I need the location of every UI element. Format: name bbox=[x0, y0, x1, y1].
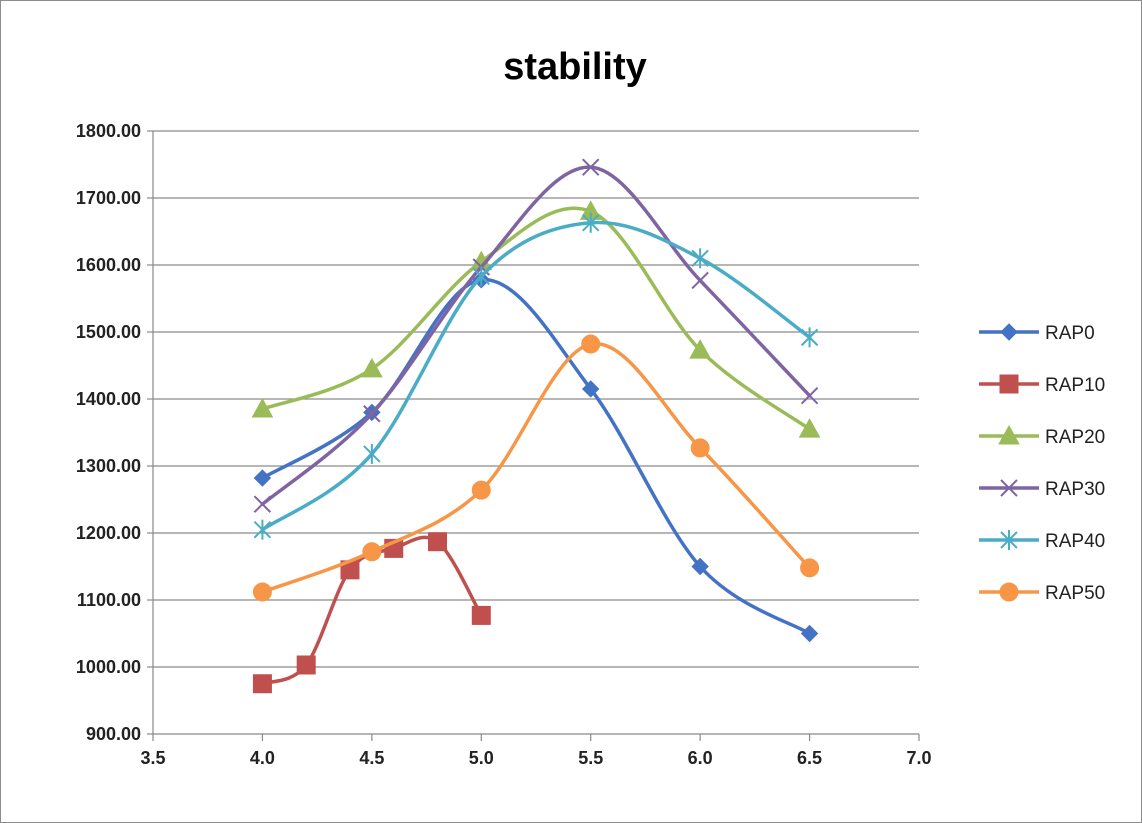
legend-item: RAP0 bbox=[979, 323, 1095, 344]
data-point bbox=[798, 418, 821, 438]
y-tick-label: 900.00 bbox=[86, 724, 141, 744]
data-point bbox=[471, 480, 491, 500]
data-point bbox=[472, 266, 490, 287]
data-point bbox=[800, 327, 819, 348]
legend-item: RAP10 bbox=[979, 374, 1105, 396]
data-point bbox=[581, 334, 601, 354]
legend-label: RAP40 bbox=[1045, 531, 1105, 552]
data-point bbox=[800, 624, 819, 643]
data-point bbox=[252, 674, 272, 694]
data-point bbox=[251, 398, 274, 418]
data-point bbox=[363, 443, 381, 464]
y-tick-label: 1300.00 bbox=[76, 456, 141, 476]
y-tick-label: 1700.00 bbox=[76, 188, 141, 208]
series-line bbox=[260, 341, 812, 594]
x-tick-label: 5.0 bbox=[469, 748, 494, 768]
data-point bbox=[582, 158, 600, 176]
series-rap20 bbox=[251, 200, 821, 438]
data-point bbox=[582, 212, 600, 233]
series-rap40 bbox=[253, 212, 819, 540]
y-tick-label: 1500.00 bbox=[76, 322, 141, 342]
x-tick-label: 7.0 bbox=[906, 748, 931, 768]
legend-marker bbox=[998, 424, 1020, 445]
data-point bbox=[363, 405, 381, 423]
series-line bbox=[260, 220, 812, 532]
data-point bbox=[690, 438, 710, 458]
axes: 900.00 1000.00 1100.00 1200.00 1300.00 1400.0… bbox=[76, 121, 932, 768]
legend-item: RAP20 bbox=[979, 424, 1105, 448]
legend-item: RAP40 bbox=[979, 530, 1105, 552]
legend-marker bbox=[1000, 323, 1018, 341]
legend-label: RAP10 bbox=[1045, 375, 1105, 396]
data-point bbox=[691, 271, 709, 290]
legend: RAP0 RAP10 RAP20 RAP30 RAP40 RAP50 bbox=[979, 323, 1105, 604]
data-point bbox=[252, 582, 272, 602]
chart-title: stability bbox=[503, 46, 647, 88]
data-point bbox=[691, 557, 709, 576]
data-point bbox=[691, 248, 709, 269]
legend-marker bbox=[999, 582, 1019, 602]
legend-label: RAP0 bbox=[1045, 323, 1095, 344]
legend-label: RAP30 bbox=[1045, 479, 1105, 500]
y-tick-label: 1600.00 bbox=[76, 255, 141, 275]
series-line bbox=[260, 165, 812, 506]
gridlines bbox=[153, 130, 919, 668]
y-tick-label: 1400.00 bbox=[76, 389, 141, 409]
y-tick-label: 1800.00 bbox=[76, 121, 141, 141]
data-point bbox=[428, 532, 448, 552]
x-tick-label: 6.5 bbox=[797, 748, 822, 768]
data-point bbox=[800, 558, 820, 578]
data-point bbox=[253, 519, 272, 540]
data-point bbox=[362, 542, 382, 562]
data-point bbox=[471, 605, 491, 625]
y-tick-label: 1200.00 bbox=[76, 523, 141, 543]
legend-item: RAP30 bbox=[979, 479, 1105, 500]
y-tick-label: 1100.00 bbox=[77, 590, 141, 610]
series-rap0 bbox=[253, 271, 819, 643]
data-point bbox=[253, 469, 272, 487]
data-point bbox=[689, 339, 711, 359]
x-tick-label: 6.0 bbox=[688, 748, 713, 768]
x-tick-label: 4.5 bbox=[359, 748, 384, 768]
series-group bbox=[251, 158, 821, 694]
data-point bbox=[582, 380, 600, 398]
legend-marker bbox=[1000, 530, 1018, 550]
data-point bbox=[253, 495, 272, 513]
data-point bbox=[296, 655, 316, 675]
series-rap30 bbox=[253, 158, 819, 513]
x-tick-label: 4.0 bbox=[250, 748, 275, 768]
legend-marker bbox=[999, 374, 1019, 394]
data-point bbox=[361, 357, 383, 378]
data-point bbox=[800, 386, 819, 405]
legend-label: RAP20 bbox=[1045, 427, 1105, 448]
series-line bbox=[260, 206, 812, 431]
x-tick-label: 5.5 bbox=[578, 748, 603, 768]
legend-marker bbox=[1000, 479, 1018, 497]
legend-item: RAP50 bbox=[979, 582, 1105, 604]
legend-label: RAP50 bbox=[1045, 583, 1105, 604]
y-tick-label: 1000.00 bbox=[76, 657, 141, 677]
series-rap50 bbox=[252, 334, 820, 602]
x-tick-label: 3.5 bbox=[140, 748, 165, 768]
